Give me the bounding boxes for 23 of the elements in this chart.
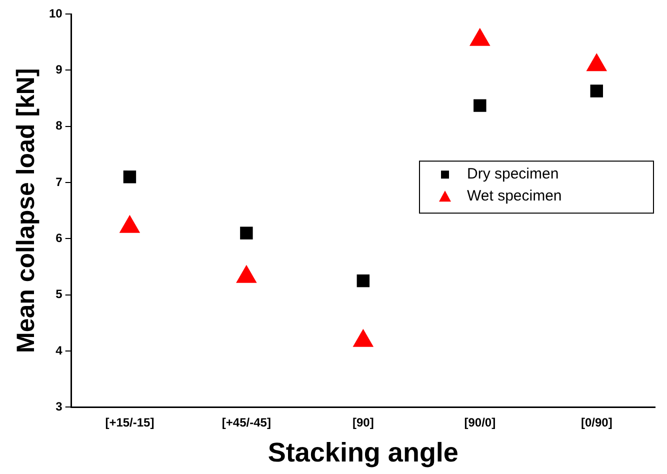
y-tick-label: 7 xyxy=(56,174,63,189)
point xyxy=(123,170,136,184)
y-tick-label: 5 xyxy=(56,287,63,302)
x-tick-label: [+45/-45] xyxy=(222,416,271,430)
y-tick-label: 8 xyxy=(56,118,63,133)
y-tick-label: 10 xyxy=(48,6,63,20)
y-tick-label: 4 xyxy=(56,343,63,358)
x-tick-label: [0/90] xyxy=(580,416,612,430)
point xyxy=(119,214,140,233)
x-tick-label: [+15/-15] xyxy=(105,416,154,430)
x-tick-label: [90] xyxy=(352,416,374,430)
legend-label: Wet specimen xyxy=(467,188,562,205)
y-axis-title: Mean collapse load [kN] xyxy=(12,68,40,353)
legend-label: Dry specimen xyxy=(467,166,559,183)
point xyxy=(590,84,603,98)
point xyxy=(474,99,486,112)
y-tick-label: 9 xyxy=(56,62,63,76)
x-tick-label: [90/0] xyxy=(464,416,496,430)
x-axis-title: Stacking angle xyxy=(268,437,458,468)
point xyxy=(236,264,257,283)
point xyxy=(352,328,374,347)
y-tick-label: 3 xyxy=(56,400,63,414)
y-tick-label: 6 xyxy=(56,231,63,245)
